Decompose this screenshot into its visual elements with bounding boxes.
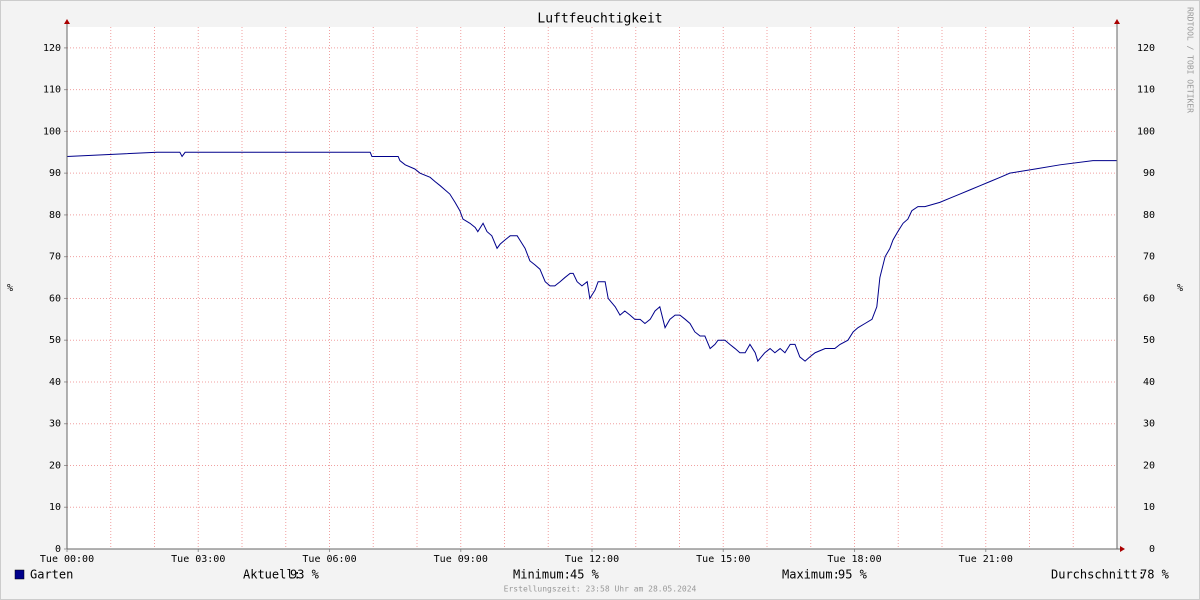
y-tick-label: 20 [49, 460, 61, 471]
x-tick-label: Tue 15:00 [696, 554, 750, 565]
stat-label: Durchschnitt: [1051, 568, 1145, 582]
y2-tick-label: 10 [1143, 502, 1155, 513]
x-tick-label: Tue 03:00 [171, 554, 225, 565]
y-tick-label: 110 [43, 85, 61, 96]
y-tick-label: 10 [49, 502, 61, 513]
y-tick-label: 70 [49, 252, 61, 263]
y-tick-label: 30 [49, 419, 61, 430]
y2-tick-label: 20 [1143, 460, 1155, 471]
x-tick-label: Tue 06:00 [302, 554, 356, 565]
legend-swatch [14, 569, 25, 580]
y2-tick-label: 50 [1143, 335, 1155, 346]
y-tick-label: 120 [43, 43, 61, 54]
x-tick-label: Tue 12:00 [565, 554, 619, 565]
y2-tick-label: 90 [1143, 168, 1155, 179]
y2-tick-label: 0 [1149, 544, 1155, 555]
y2-tick-label: 110 [1137, 85, 1155, 96]
y-axis-label: % [7, 283, 13, 294]
y2-tick-label: 70 [1143, 252, 1155, 263]
y2-tick-label: 100 [1137, 126, 1155, 137]
chart-title: Luftfeuchtigkeit [537, 12, 662, 27]
data-line [66, 151, 1117, 363]
y2-axis-label: % [1177, 283, 1183, 294]
watermark: RRDTOOL / TOBI OETIKER [1186, 7, 1195, 113]
stat-value: 45 % [570, 568, 600, 582]
y2-tick-label: 60 [1143, 293, 1155, 304]
x-tick-label: Tue 21:00 [959, 554, 1013, 565]
y-tick-label: 100 [43, 126, 61, 137]
y2-tick-label: 80 [1143, 210, 1155, 221]
legend-label: Garten [30, 568, 73, 582]
axis-arrow [1120, 546, 1125, 552]
y-tick-label: 40 [49, 377, 61, 388]
footer: Erstellungszeit: 23:58 Uhr am 28.05.2024 [504, 585, 697, 594]
x-tick-label: Tue 00:00 [40, 554, 94, 565]
x-tick-label: Tue 18:00 [827, 554, 881, 565]
axis-arrow [64, 19, 70, 24]
stat-label: Minimum: [513, 568, 571, 582]
stat-value: 93 % [290, 568, 320, 582]
y-tick-label: 50 [49, 335, 61, 346]
y2-tick-label: 40 [1143, 377, 1155, 388]
y-tick-label: 90 [49, 168, 61, 179]
y-tick-label: 60 [49, 293, 61, 304]
axis-arrow [1114, 19, 1120, 24]
y-tick-label: 0 [55, 544, 61, 555]
stat-value: 95 % [838, 568, 868, 582]
y-tick-label: 80 [49, 210, 61, 221]
stat-label: Aktuell: [243, 568, 301, 582]
stat-label: Maximum: [782, 568, 840, 582]
y2-tick-label: 30 [1143, 419, 1155, 430]
stat-value: 78 % [1140, 568, 1170, 582]
y2-tick-label: 120 [1137, 43, 1155, 54]
x-tick-label: Tue 09:00 [434, 554, 488, 565]
